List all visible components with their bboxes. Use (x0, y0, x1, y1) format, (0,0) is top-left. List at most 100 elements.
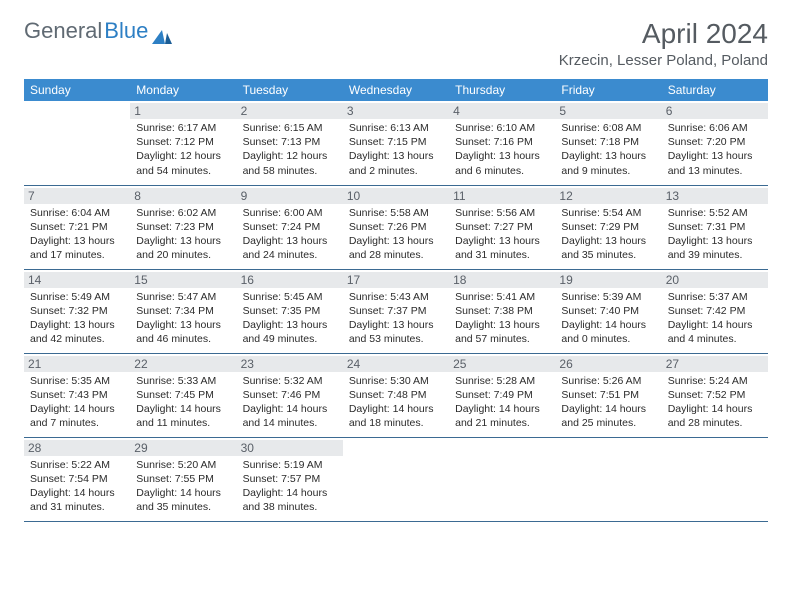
day-info: Sunrise: 5:54 AMSunset: 7:29 PMDaylight:… (561, 206, 655, 263)
day-info: Sunrise: 5:41 AMSunset: 7:38 PMDaylight:… (455, 290, 549, 347)
sail-icon (152, 24, 172, 38)
day-info: Sunrise: 5:37 AMSunset: 7:42 PMDaylight:… (668, 290, 762, 347)
day-number: 22 (130, 356, 236, 372)
calendar-cell: 2 Sunrise: 6:15 AMSunset: 7:13 PMDaylight… (237, 101, 343, 185)
day-info: Sunrise: 5:32 AMSunset: 7:46 PMDaylight:… (243, 374, 337, 431)
day-number: 16 (237, 272, 343, 288)
page-header: GeneralBlue April 2024 Krzecin, Lesser P… (24, 18, 768, 69)
day-number: 11 (449, 188, 555, 204)
day-info: Sunrise: 6:13 AMSunset: 7:15 PMDaylight:… (349, 121, 443, 178)
day-number: 18 (449, 272, 555, 288)
calendar-cell: 29 Sunrise: 5:20 AMSunset: 7:55 PMDayligh… (130, 437, 236, 521)
weekday-header: Sunday (24, 79, 130, 101)
day-number: 27 (662, 356, 768, 372)
calendar-body: 1 Sunrise: 6:17 AMSunset: 7:12 PMDaylight… (24, 101, 768, 521)
day-info: Sunrise: 5:43 AMSunset: 7:37 PMDaylight:… (349, 290, 443, 347)
day-number: 5 (555, 103, 661, 119)
weekday-header: Thursday (449, 79, 555, 101)
weekday-header: Monday (130, 79, 236, 101)
day-number: 15 (130, 272, 236, 288)
day-info: Sunrise: 6:00 AMSunset: 7:24 PMDaylight:… (243, 206, 337, 263)
day-number: 30 (237, 440, 343, 456)
day-number: 20 (662, 272, 768, 288)
month-title: April 2024 (559, 18, 768, 50)
calendar-cell: 4 Sunrise: 6:10 AMSunset: 7:16 PMDaylight… (449, 101, 555, 185)
calendar-cell: 5 Sunrise: 6:08 AMSunset: 7:18 PMDaylight… (555, 101, 661, 185)
title-block: April 2024 Krzecin, Lesser Poland, Polan… (559, 18, 768, 69)
calendar-cell: 14 Sunrise: 5:49 AMSunset: 7:32 PMDayligh… (24, 269, 130, 353)
calendar-cell: 23 Sunrise: 5:32 AMSunset: 7:46 PMDayligh… (237, 353, 343, 437)
brand-logo: GeneralBlue (24, 18, 172, 44)
calendar-cell: 13 Sunrise: 5:52 AMSunset: 7:31 PMDayligh… (662, 185, 768, 269)
day-number: 21 (24, 356, 130, 372)
day-number: 12 (555, 188, 661, 204)
day-number: 1 (130, 103, 236, 119)
calendar-cell (555, 437, 661, 521)
weekday-header: Wednesday (343, 79, 449, 101)
day-info: Sunrise: 6:10 AMSunset: 7:16 PMDaylight:… (455, 121, 549, 178)
day-number: 24 (343, 356, 449, 372)
calendar-cell: 9 Sunrise: 6:00 AMSunset: 7:24 PMDaylight… (237, 185, 343, 269)
day-number: 4 (449, 103, 555, 119)
calendar-cell: 3 Sunrise: 6:13 AMSunset: 7:15 PMDaylight… (343, 101, 449, 185)
day-number: 14 (24, 272, 130, 288)
calendar-cell: 10Sunrise: 5:58 AMSunset: 7:26 PMDayligh… (343, 185, 449, 269)
day-info: Sunrise: 5:30 AMSunset: 7:48 PMDaylight:… (349, 374, 443, 431)
day-number: 9 (237, 188, 343, 204)
day-info: Sunrise: 5:35 AMSunset: 7:43 PMDaylight:… (30, 374, 124, 431)
day-info: Sunrise: 5:22 AMSunset: 7:54 PMDaylight:… (30, 458, 124, 515)
calendar-cell: 7 Sunrise: 6:04 AMSunset: 7:21 PMDaylight… (24, 185, 130, 269)
day-info: Sunrise: 6:08 AMSunset: 7:18 PMDaylight:… (561, 121, 655, 178)
day-number: 2 (237, 103, 343, 119)
day-number: 3 (343, 103, 449, 119)
day-info: Sunrise: 6:17 AMSunset: 7:12 PMDaylight:… (136, 121, 230, 178)
weekday-header: Friday (555, 79, 661, 101)
day-info: Sunrise: 5:20 AMSunset: 7:55 PMDaylight:… (136, 458, 230, 515)
day-info: Sunrise: 5:45 AMSunset: 7:35 PMDaylight:… (243, 290, 337, 347)
day-number: 29 (130, 440, 236, 456)
day-info: Sunrise: 5:28 AMSunset: 7:49 PMDaylight:… (455, 374, 549, 431)
day-info: Sunrise: 6:15 AMSunset: 7:13 PMDaylight:… (243, 121, 337, 178)
day-info: Sunrise: 5:19 AMSunset: 7:57 PMDaylight:… (243, 458, 337, 515)
calendar-cell: 26 Sunrise: 5:26 AMSunset: 7:51 PMDayligh… (555, 353, 661, 437)
calendar-cell: 22 Sunrise: 5:33 AMSunset: 7:45 PMDayligh… (130, 353, 236, 437)
day-info: Sunrise: 5:24 AMSunset: 7:52 PMDaylight:… (668, 374, 762, 431)
calendar-cell: 24 Sunrise: 5:30 AMSunset: 7:48 PMDayligh… (343, 353, 449, 437)
day-info: Sunrise: 5:33 AMSunset: 7:45 PMDaylight:… (136, 374, 230, 431)
calendar-cell: 17Sunrise: 5:43 AMSunset: 7:37 PMDayligh… (343, 269, 449, 353)
day-info: Sunrise: 5:58 AMSunset: 7:26 PMDaylight:… (349, 206, 443, 263)
day-info: Sunrise: 5:52 AMSunset: 7:31 PMDaylight:… (668, 206, 762, 263)
calendar-cell: 20 Sunrise: 5:37 AMSunset: 7:42 PMDayligh… (662, 269, 768, 353)
calendar-cell: 25 Sunrise: 5:28 AMSunset: 7:49 PMDayligh… (449, 353, 555, 437)
calendar-cell: 28 Sunrise: 5:22 AMSunset: 7:54 PMDayligh… (24, 437, 130, 521)
calendar-cell: 27 Sunrise: 5:24 AMSunset: 7:52 PMDayligh… (662, 353, 768, 437)
weekday-header: Saturday (662, 79, 768, 101)
day-info: Sunrise: 6:04 AMSunset: 7:21 PMDaylight:… (30, 206, 124, 263)
day-number: 7 (24, 188, 130, 204)
day-number: 28 (24, 440, 130, 456)
calendar-cell: 16 Sunrise: 5:45 AMSunset: 7:35 PMDayligh… (237, 269, 343, 353)
day-info: Sunrise: 6:02 AMSunset: 7:23 PMDaylight:… (136, 206, 230, 263)
day-number: 23 (237, 356, 343, 372)
day-number: 8 (130, 188, 236, 204)
calendar-head: SundayMondayTuesdayWednesdayThursdayFrid… (24, 79, 768, 101)
calendar-cell: 30 Sunrise: 5:19 AMSunset: 7:57 PMDayligh… (237, 437, 343, 521)
calendar-cell: 19Sunrise: 5:39 AMSunset: 7:40 PMDayligh… (555, 269, 661, 353)
day-info: Sunrise: 5:47 AMSunset: 7:34 PMDaylight:… (136, 290, 230, 347)
calendar-cell: 1 Sunrise: 6:17 AMSunset: 7:12 PMDaylight… (130, 101, 236, 185)
day-number: 25 (449, 356, 555, 372)
day-info: Sunrise: 5:56 AMSunset: 7:27 PMDaylight:… (455, 206, 549, 263)
calendar-cell (343, 437, 449, 521)
day-number: 19 (555, 272, 661, 288)
brand-first: General (24, 18, 102, 44)
calendar-cell: 15 Sunrise: 5:47 AMSunset: 7:34 PMDayligh… (130, 269, 236, 353)
calendar-cell: 11 Sunrise: 5:56 AMSunset: 7:27 PMDayligh… (449, 185, 555, 269)
calendar-cell (24, 101, 130, 185)
day-info: Sunrise: 5:26 AMSunset: 7:51 PMDaylight:… (561, 374, 655, 431)
calendar-cell: 21 Sunrise: 5:35 AMSunset: 7:43 PMDayligh… (24, 353, 130, 437)
brand-second: Blue (104, 18, 148, 44)
day-info: Sunrise: 5:49 AMSunset: 7:32 PMDaylight:… (30, 290, 124, 347)
calendar-cell: 6Sunrise: 6:06 AMSunset: 7:20 PMDaylight… (662, 101, 768, 185)
day-number: 13 (662, 188, 768, 204)
day-number: 26 (555, 356, 661, 372)
